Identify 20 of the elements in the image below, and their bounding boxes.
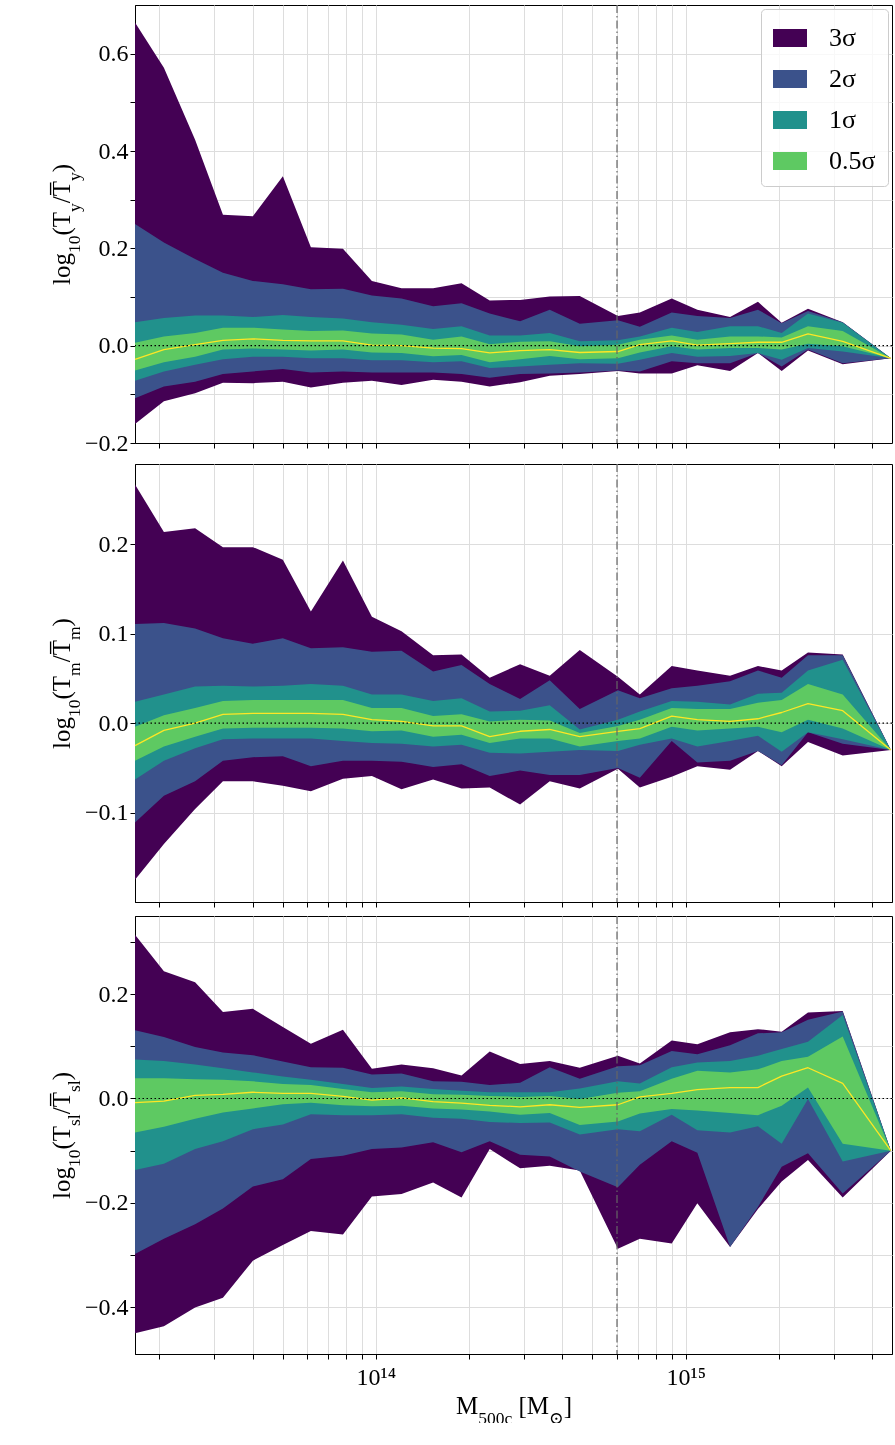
legend-label: 3σ bbox=[829, 23, 857, 52]
y-tick-label: 0.4 bbox=[98, 137, 129, 164]
legend-label: 1σ bbox=[829, 105, 857, 134]
y-tick-label: 0.2 bbox=[98, 234, 129, 261]
y-tick-label: −0.4 bbox=[84, 1293, 129, 1320]
y-tick-label: 0.2 bbox=[98, 530, 129, 557]
y-tick-label: 0.0 bbox=[98, 1085, 129, 1111]
legend-label: 0.5σ bbox=[829, 146, 876, 175]
y-tick-label: 0.0 bbox=[98, 709, 129, 736]
y-tick-label: 0.1 bbox=[98, 620, 129, 647]
x-tick-label: 10¹⁵ bbox=[666, 1363, 707, 1390]
y-tick-label: −0.2 bbox=[84, 1189, 129, 1216]
x-tick-label: 10¹⁴ bbox=[356, 1363, 397, 1390]
y-tick-label: −0.2 bbox=[84, 429, 129, 456]
y-tick-label: 0.6 bbox=[98, 40, 129, 67]
y-tick-label: −0.1 bbox=[84, 799, 129, 826]
legend-label: 2σ bbox=[829, 64, 857, 93]
y-tick-label: 0.2 bbox=[98, 980, 129, 1007]
x-axis-title: M$_{500c}$ [M$_{⊙}$] bbox=[455, 1391, 573, 1428]
y-tick-label: 0.0 bbox=[98, 332, 129, 359]
